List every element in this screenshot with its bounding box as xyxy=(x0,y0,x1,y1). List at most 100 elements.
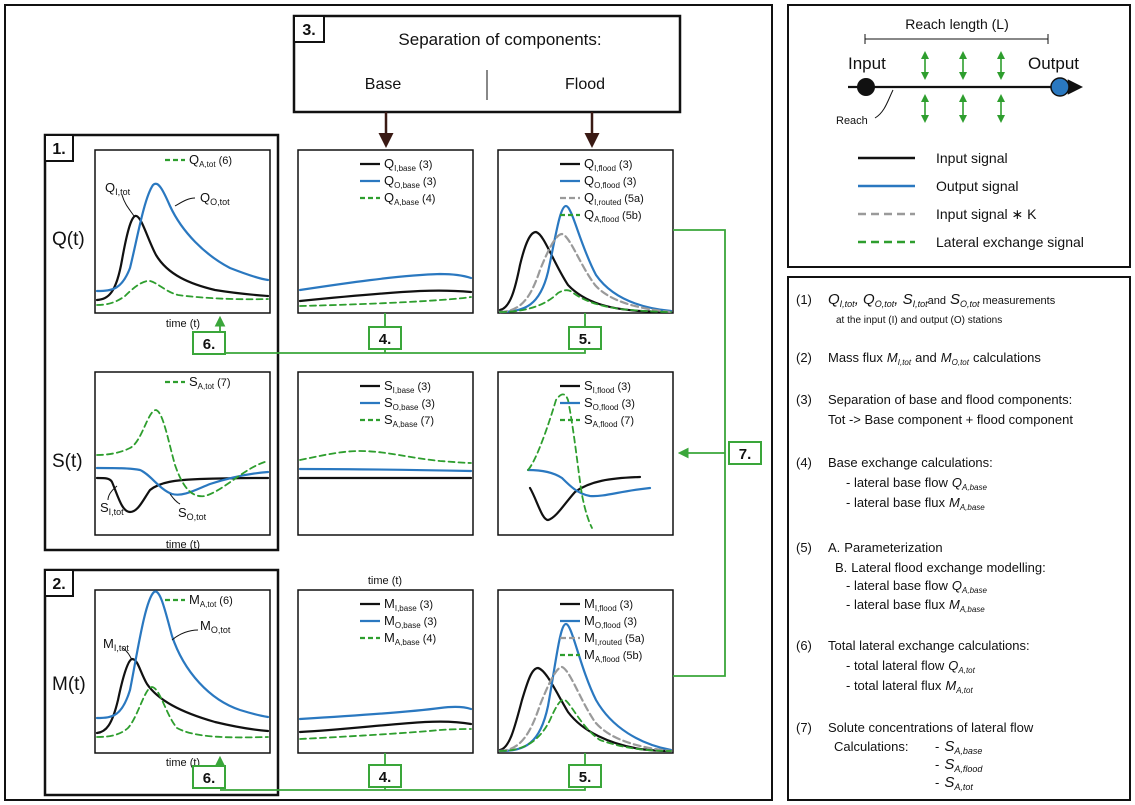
legend-label-q_flood-0: QI,flood (3) xyxy=(584,156,632,173)
badge-6-top xyxy=(192,331,226,355)
curve-s-output-flood xyxy=(526,468,652,498)
panel-s-base xyxy=(297,371,474,536)
badge-5-top-label: 5. xyxy=(579,331,592,348)
reach-label: Reach xyxy=(836,115,868,127)
lateral-exchange-arrows xyxy=(921,51,1005,123)
step-6-line1: Total lateral exchange calculations: xyxy=(828,638,1030,653)
reach-leader xyxy=(874,89,894,119)
step-7-number: (7) xyxy=(796,720,812,735)
step-2-text: Mass flux MI,tot and MO,tot calculations xyxy=(828,350,1041,367)
step-4-line1: Base exchange calculations: xyxy=(828,455,993,470)
legend-label-m_flood-2: MI,routed (5a) xyxy=(584,630,645,647)
curve-q-input-tot xyxy=(95,214,270,302)
curve-m-output-base xyxy=(298,705,473,721)
step-7-item2: - SA,flood xyxy=(935,756,983,774)
legend-label-s_tot-0: SA,tot (7) xyxy=(189,374,231,391)
legend-label-m_base-0: MI,base (3) xyxy=(384,596,433,613)
curve-m-routed-flood xyxy=(498,665,673,753)
curve-q-lateral-base xyxy=(299,296,472,307)
leader-m-input-tot xyxy=(122,647,133,661)
connector-row2-bus xyxy=(220,786,586,791)
step-6-item1: - total lateral flow QA,tot xyxy=(846,658,976,675)
row-label-m: M(t) xyxy=(52,674,86,695)
panel-q-tot xyxy=(94,149,271,314)
curve-s-output-tot xyxy=(95,466,270,496)
curve-s-lateral-flood xyxy=(527,393,593,529)
input-station-label: Input xyxy=(848,54,886,73)
legend-label-s_flood-0: SI,flood (3) xyxy=(584,378,631,395)
curve-m-output-flood xyxy=(498,622,673,753)
curve-q-output-tot xyxy=(95,182,270,293)
step-2-number: (2) xyxy=(796,350,812,365)
flood-heading: Flood xyxy=(565,76,605,93)
panel-s-tot xyxy=(94,371,271,536)
schematic-frame xyxy=(787,4,1131,268)
curve-s-input-flood xyxy=(528,475,642,522)
legend-label-q_flood-1: QO,flood (3) xyxy=(584,173,636,190)
curve-m-lateral-tot xyxy=(96,686,269,739)
leader-q-input-tot xyxy=(121,194,135,217)
step-4-number: (4) xyxy=(796,455,812,470)
step-7-line2: Calculations: xyxy=(834,739,908,754)
step-3-line2: Tot -> Base component + flood component xyxy=(828,412,1073,427)
badge-4-bottom xyxy=(368,764,402,788)
step-3-line1: Separation of base and flood components: xyxy=(828,392,1072,407)
badge-4-bottom-label: 4. xyxy=(379,769,392,786)
curve-m-input-tot xyxy=(95,657,270,735)
step-5-number: (5) xyxy=(796,540,812,555)
step-1-number: (1) xyxy=(796,292,812,307)
annot-q-input-tot: QI,tot xyxy=(105,180,131,197)
step-5-a: A. Parameterization xyxy=(828,540,943,555)
legend-label-m_tot-0: MA,tot (6) xyxy=(189,592,233,609)
curve-q-routed-flood xyxy=(498,232,673,314)
output-station-node xyxy=(1050,77,1070,97)
badge-7 xyxy=(728,441,762,465)
legend-label-m_base-2: MA,base (4) xyxy=(384,630,436,647)
leader-q-output-tot xyxy=(174,197,196,207)
step-7-item1: - SA,base xyxy=(935,738,982,756)
steps-frame xyxy=(787,276,1131,801)
curve-m-input-base xyxy=(298,720,473,734)
annotation-labels: QI,tot QO,tot SI,tot SO,tot MI,tot MO,to… xyxy=(100,180,231,653)
badge-5-top xyxy=(568,326,602,350)
legend-label-m_flood-3: MA,flood (5b) xyxy=(584,647,642,664)
signal-legend: Input signal Output signal Input signal … xyxy=(858,150,1084,250)
step-1-vars: QI,tot, QO,tot, SI,totand SO,tot measureme… xyxy=(828,291,1056,309)
step-3-number: 3. xyxy=(302,22,315,39)
badge-6-top-label: 6. xyxy=(203,336,216,353)
step-7-line1: Solute concentrations of lateral flow xyxy=(828,720,1034,735)
step-5-item2: - lateral base flux MA,base xyxy=(846,597,985,614)
curve-m-lateral-flood xyxy=(499,698,672,752)
curve-annotations xyxy=(107,194,199,661)
annot-m-output-tot: MO,tot xyxy=(200,618,231,635)
curve-s-output-base xyxy=(298,467,473,473)
legend-routed-label: Input signal ∗ K xyxy=(936,206,1037,222)
step-4-item2: - lateral base flux MA,base xyxy=(846,495,985,512)
section-2-label: 2. xyxy=(52,576,65,593)
section-1-badge xyxy=(44,134,74,162)
annot-s-output-tot: SO,tot xyxy=(178,505,207,522)
leader-s-output-tot xyxy=(169,493,181,505)
row-label-s: S(t) xyxy=(52,451,83,472)
step-5-b: B. Lateral flood exchange modelling: xyxy=(835,560,1046,575)
annot-s-input-tot: SI,tot xyxy=(100,500,124,517)
curve-s-input-tot xyxy=(95,476,270,514)
step-3-badge xyxy=(293,15,325,43)
legend-label-m_flood-1: MO,flood (3) xyxy=(584,613,637,630)
leader-m-output-tot xyxy=(171,629,199,641)
input-station-node xyxy=(857,78,875,96)
legend-label-s_flood-1: SO,flood (3) xyxy=(584,395,635,412)
step-4-item1: - lateral base flow QA,base xyxy=(846,475,987,492)
legend-input-label: Input signal xyxy=(936,150,1008,166)
curve-q-lateral-tot xyxy=(96,280,269,306)
badge-4-top xyxy=(368,326,402,350)
legend-label-s_base-0: SI,base (3) xyxy=(384,378,431,395)
curve-s-lateral-tot xyxy=(96,409,269,498)
badge-6-bottom xyxy=(192,765,226,789)
curve-m-output-tot xyxy=(95,590,270,720)
step-5-item1: - lateral base flow QA,base xyxy=(846,578,987,595)
curve-m-input-flood xyxy=(498,666,673,753)
legend-label-q_base-2: QA,base (4) xyxy=(384,190,435,207)
legend-label-s_base-1: SO,base (3) xyxy=(384,395,435,412)
curve-m-lateral-base xyxy=(299,728,472,740)
